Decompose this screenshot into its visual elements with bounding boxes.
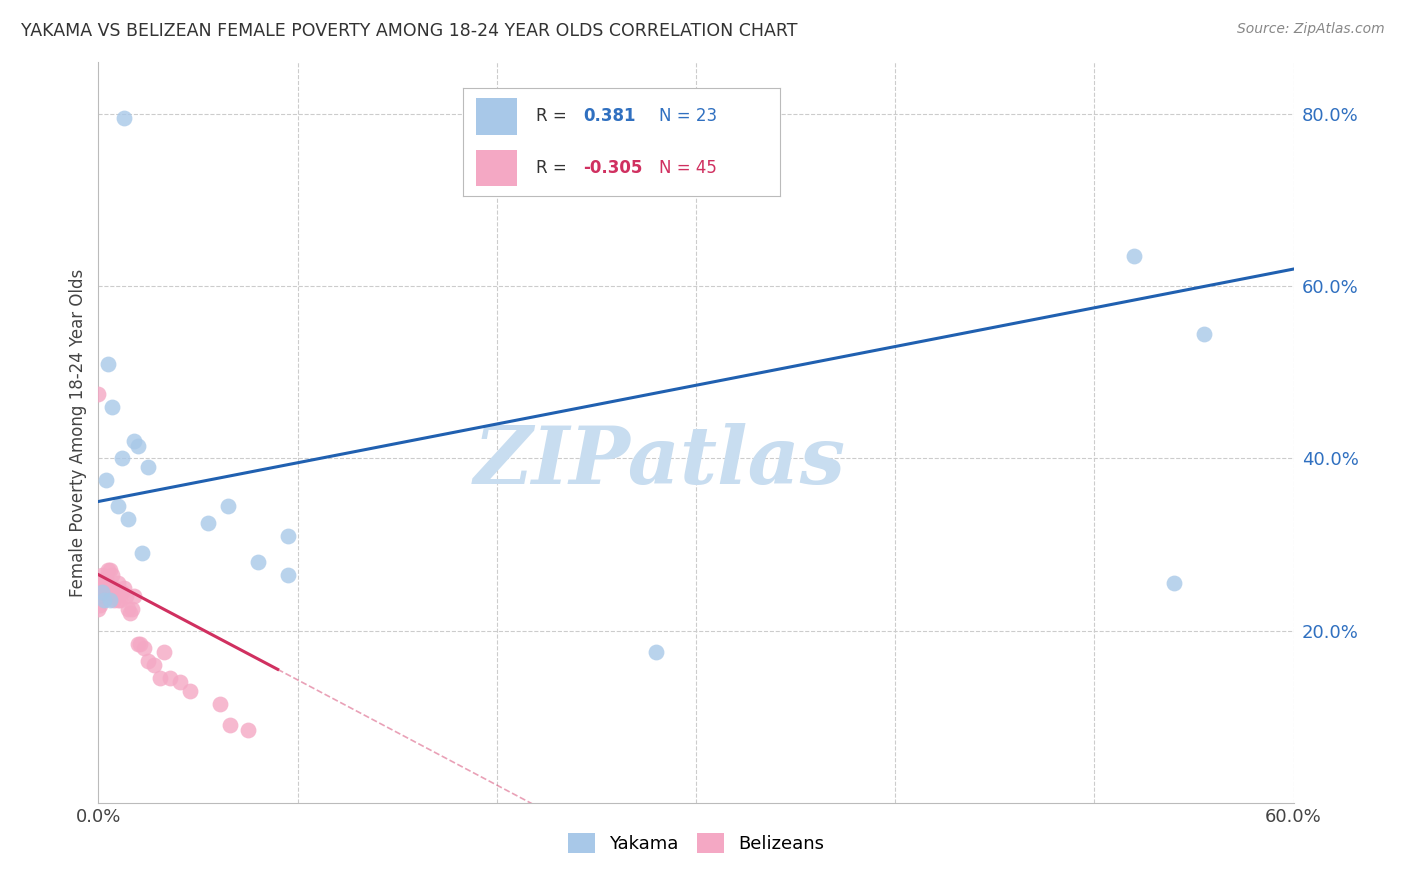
Point — [107, 593, 129, 607]
Point — [277, 529, 299, 543]
Point — [112, 112, 135, 126]
Point — [117, 512, 139, 526]
Text: ZIPatlas: ZIPatlas — [474, 424, 846, 501]
Point — [219, 718, 242, 732]
Text: Source: ZipAtlas.com: Source: ZipAtlas.com — [1237, 22, 1385, 37]
Point — [97, 357, 120, 371]
Point — [93, 585, 115, 599]
Point — [124, 434, 146, 449]
Y-axis label: Female Poverty Among 18-24 Year Olds: Female Poverty Among 18-24 Year Olds — [69, 268, 87, 597]
Point — [149, 671, 172, 685]
Point — [87, 602, 110, 616]
Point — [91, 567, 114, 582]
Point — [143, 658, 166, 673]
Point — [115, 589, 138, 603]
Point — [120, 607, 142, 621]
Point — [98, 593, 122, 607]
Point — [87, 576, 110, 591]
Point — [89, 576, 111, 591]
Point — [645, 645, 668, 659]
Point — [277, 567, 299, 582]
Point — [91, 585, 114, 599]
Point — [93, 572, 115, 586]
Point — [124, 589, 146, 603]
Point — [103, 593, 125, 607]
Point — [111, 585, 134, 599]
Point — [127, 636, 149, 650]
Point — [96, 585, 118, 599]
Point — [97, 585, 120, 599]
Point — [107, 499, 129, 513]
Point — [105, 589, 128, 603]
Point — [112, 581, 135, 595]
Point — [153, 645, 176, 659]
Point — [134, 640, 156, 655]
Point — [159, 671, 181, 685]
Point — [117, 602, 139, 616]
Point — [1123, 249, 1146, 263]
Point — [103, 581, 125, 595]
Point — [236, 723, 259, 737]
Point — [1163, 576, 1185, 591]
Point — [136, 654, 159, 668]
Point — [107, 576, 129, 591]
Text: YAKAMA VS BELIZEAN FEMALE POVERTY AMONG 18-24 YEAR OLDS CORRELATION CHART: YAKAMA VS BELIZEAN FEMALE POVERTY AMONG … — [21, 22, 797, 40]
Point — [246, 555, 269, 569]
Point — [197, 516, 219, 530]
Point — [98, 581, 122, 595]
Point — [217, 499, 239, 513]
Point — [169, 675, 191, 690]
Point — [110, 593, 132, 607]
Point — [179, 684, 201, 698]
Point — [127, 438, 149, 452]
Point — [101, 585, 124, 599]
Point — [101, 400, 124, 414]
Point — [1192, 326, 1215, 341]
Point — [96, 473, 118, 487]
Point — [111, 451, 134, 466]
Point — [97, 563, 120, 577]
Point — [87, 387, 110, 401]
Point — [131, 546, 153, 560]
Point — [101, 567, 124, 582]
Point — [208, 697, 231, 711]
Point — [121, 602, 143, 616]
Point — [96, 572, 118, 586]
Point — [136, 460, 159, 475]
Point — [89, 598, 111, 612]
Point — [93, 593, 115, 607]
Legend: Yakama, Belizeans: Yakama, Belizeans — [561, 826, 831, 861]
Point — [98, 563, 122, 577]
Point — [91, 581, 114, 595]
Point — [129, 636, 152, 650]
Point — [87, 589, 110, 603]
Point — [89, 585, 111, 599]
